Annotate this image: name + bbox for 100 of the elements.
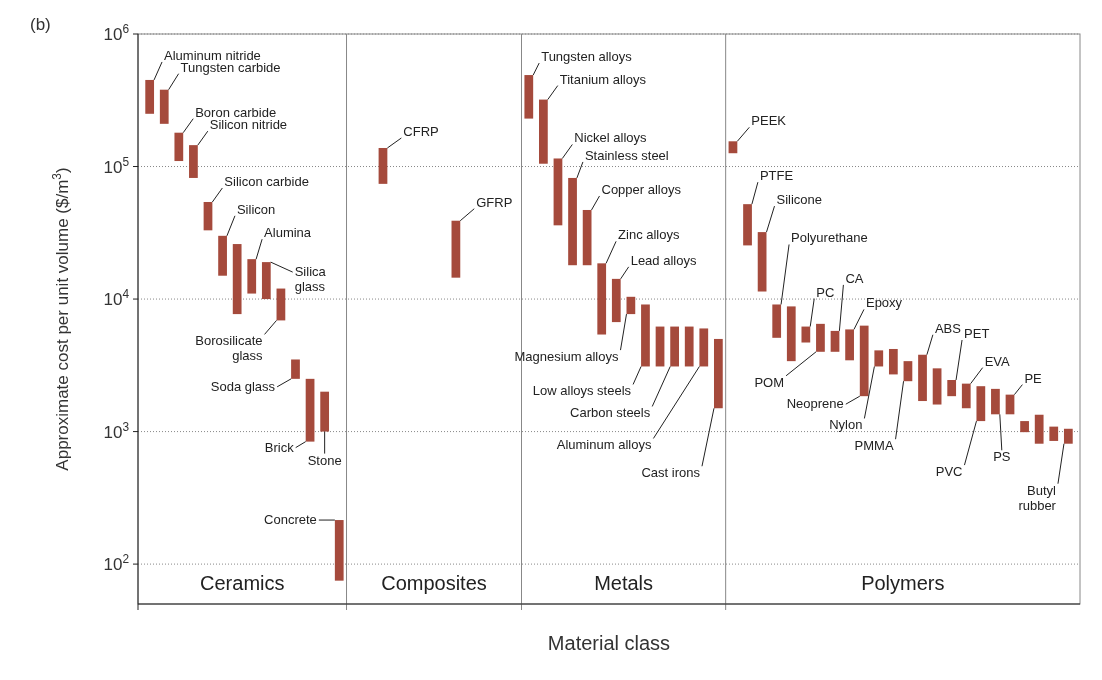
bar [801, 326, 811, 343]
bar [859, 325, 869, 397]
bar [772, 304, 782, 338]
bar [203, 201, 213, 231]
annotation: Stone [307, 452, 342, 468]
annotation: Cast irons [641, 465, 701, 481]
annotation: Silicon carbide [224, 173, 309, 189]
bar [976, 386, 986, 422]
annotation: Composites [381, 572, 487, 594]
bar [888, 348, 898, 375]
annotation: PS [993, 449, 1011, 465]
bar [743, 204, 752, 246]
annotation: PEEK [751, 113, 787, 129]
annotation: Silicone [776, 192, 823, 208]
bar [845, 329, 854, 361]
annotation: Concrete [264, 512, 317, 528]
bar [553, 158, 563, 226]
bar [320, 391, 330, 432]
annotation: Aluminum alloys [556, 437, 652, 453]
bar [728, 141, 738, 154]
bar [1049, 426, 1059, 441]
bar [568, 177, 577, 266]
y-tick-label: 10$^{4}$ [103, 287, 130, 310]
annotation: PMMA [854, 438, 894, 454]
bar [874, 350, 884, 367]
annotation: Polyurethane [791, 230, 868, 246]
annotation: PET [964, 326, 990, 341]
y-tick-label: 10$^{3}$ [103, 419, 130, 442]
annotation: PVC [935, 464, 963, 480]
bar [451, 220, 461, 278]
bar [641, 304, 650, 367]
text: (b) [30, 15, 51, 34]
annotation: ABS [934, 320, 962, 336]
annotation: Low alloys steels [532, 383, 632, 399]
bar [611, 278, 621, 323]
bar [232, 244, 242, 315]
bar [145, 79, 155, 114]
bar [524, 75, 534, 119]
annotation: POM [754, 374, 785, 390]
bar [291, 359, 300, 379]
bar [684, 326, 694, 367]
bar [1034, 414, 1044, 444]
bar [247, 259, 257, 294]
bar [713, 338, 723, 409]
annotation: Polymers [861, 572, 945, 594]
annotation: Copper alloys [601, 181, 682, 197]
annotation: Borosilicate glass [195, 333, 264, 364]
annotation: Titanium alloys [559, 71, 647, 87]
annotation: Ceramics [200, 572, 285, 594]
bar [159, 89, 169, 124]
bar [174, 132, 184, 162]
annotation: Magnesium alloys [514, 349, 619, 365]
annotation: Neoprene [786, 396, 844, 412]
bar [786, 306, 796, 362]
bar [932, 368, 942, 405]
annotation: EVA [984, 353, 1011, 369]
bar [582, 209, 592, 266]
bar [918, 354, 927, 402]
bar [699, 328, 709, 367]
annotation: Tungsten alloys [541, 49, 633, 65]
bar [189, 145, 198, 178]
annotation: Lead alloys [630, 252, 697, 268]
annotation: Nylon [829, 417, 863, 433]
bar [670, 326, 679, 367]
annotation: Alumina [264, 225, 312, 241]
annotation: Carbon steels [570, 405, 651, 421]
annotation: PC [816, 284, 835, 300]
annotation: Butyl rubber [1018, 482, 1057, 513]
bar [903, 361, 913, 382]
y-tick-label: 10$^{5}$ [103, 154, 130, 177]
y-tick-label: 10$^{6}$ [103, 22, 130, 44]
annotation: Epoxy [865, 295, 903, 311]
annotation: CFRP [403, 123, 439, 139]
bar [218, 235, 227, 276]
bar [991, 388, 1000, 415]
annotation: Silica glass [294, 264, 327, 295]
bar [261, 262, 271, 300]
annotation: Zinc alloys [618, 227, 680, 243]
bar [334, 520, 344, 581]
annotation: Soda glass [210, 378, 276, 394]
bar [947, 380, 957, 397]
annotation: Silicon nitride [209, 117, 288, 133]
annotation: Stainless steel [584, 147, 669, 163]
bar [1020, 421, 1029, 433]
annotation: Metals [594, 572, 654, 594]
annotation: Boron carbide [195, 104, 277, 120]
bar [305, 378, 315, 442]
x-axis-title: Material class [547, 632, 671, 654]
bar [597, 263, 607, 335]
bar [961, 383, 971, 409]
bar [816, 323, 825, 352]
bar [1063, 428, 1073, 444]
annotation: GFRP [476, 194, 513, 210]
annotation: PTFE [759, 168, 794, 184]
annotation: Silicon [236, 201, 276, 217]
bar [757, 232, 767, 292]
annotation: CA [845, 270, 864, 286]
annotation: Brick [264, 439, 295, 455]
annotation: Nickel alloys [574, 130, 648, 146]
bar [626, 296, 636, 315]
